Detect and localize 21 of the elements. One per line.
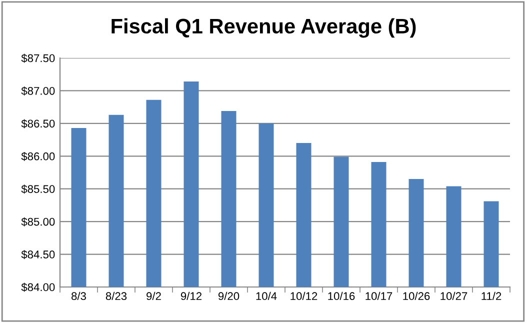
x-tick-label: 10/16 [328, 292, 355, 300]
x-tick-label: 10/17 [366, 292, 392, 300]
x-tick-label: 10/4 [256, 292, 277, 300]
x-tick-label: 10/27 [440, 292, 468, 300]
x-tick-label: 8/3 [72, 292, 86, 300]
x-tick-label: 8/23 [106, 292, 127, 300]
y-tick-label: $84.00 [21, 282, 55, 292]
chart-title: Fiscal Q1 Revenue Average (B) [112, 18, 416, 38]
x-tick-label: 9/12 [180, 292, 202, 300]
y-tick-label: $85.00 [21, 217, 55, 226]
y-tick-label: $85.50 [21, 184, 55, 194]
x-tick-label: 10/26 [403, 292, 430, 300]
x-tick-label: 10/12 [290, 292, 318, 300]
x-tick-label: 9/2 [146, 292, 161, 300]
y-tick-label: $86.50 [21, 119, 55, 128]
y-tick-label: $87.00 [21, 86, 55, 96]
x-tick-label: 9/20 [218, 292, 240, 300]
y-tick-label: $86.00 [21, 152, 55, 161]
y-tick-label: $87.50 [21, 54, 55, 63]
x-tick-label: 11/2 [482, 292, 502, 300]
y-tick-label: $84.50 [21, 250, 55, 260]
